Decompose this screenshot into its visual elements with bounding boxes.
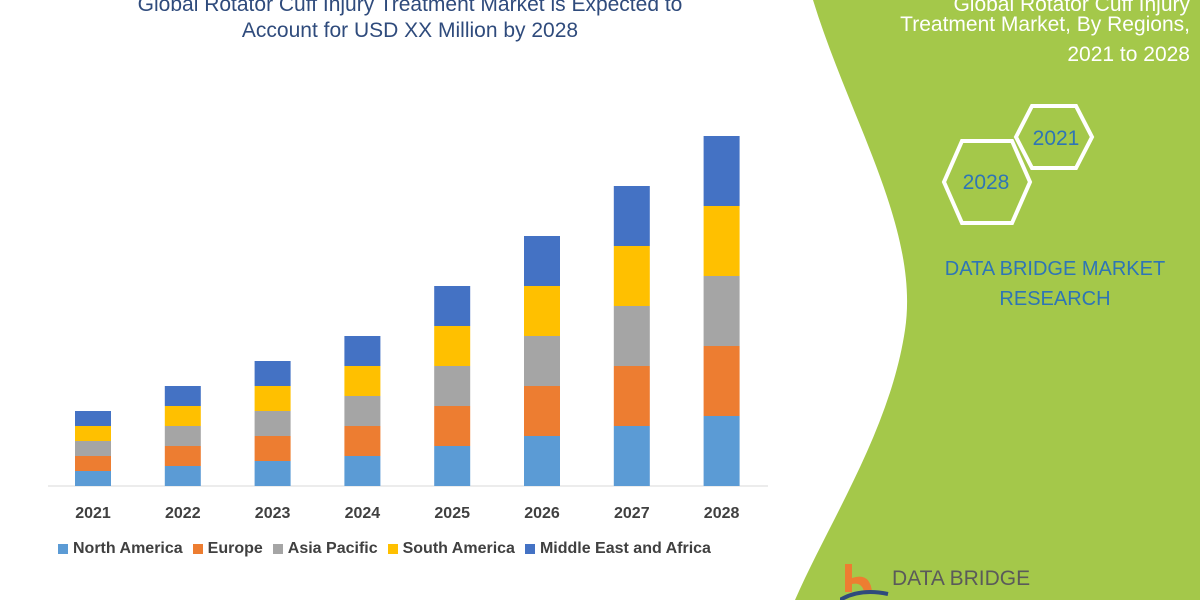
legend-label: Europe: [207, 540, 263, 557]
bar-2026-asia-pacific: [524, 336, 560, 386]
bar-2022-middle-east-and-africa: [164, 386, 201, 406]
bar-2027-asia-pacific: [613, 306, 650, 366]
bar-2025-europe: [434, 406, 471, 446]
bar-2027-europe: [613, 366, 650, 426]
bar-2023-middle-east-and-africa: [254, 361, 291, 386]
bar-2027-north-america: [613, 426, 650, 486]
x-tick-2022: 2022: [165, 505, 201, 522]
x-tick-2026: 2026: [524, 505, 560, 522]
bar-2026-middle-east-and-africa: [524, 236, 560, 286]
legend-label: South America: [402, 540, 515, 557]
hexagon-2028: [941, 139, 1033, 225]
x-tick-2024: 2024: [345, 505, 381, 522]
bar-2028-north-america: [703, 416, 740, 486]
side-title-line-2: Treatment Market, By Regions,: [900, 13, 1190, 36]
bar-2022-north-america: [164, 466, 201, 486]
legend-item: North America: [58, 540, 183, 558]
x-tick-2025: 2025: [434, 505, 470, 522]
hex-label-2028: 2028: [963, 171, 1010, 194]
brand-line-1: DATA BRIDGE MARKET: [944, 258, 1166, 280]
bar-2022-europe: [164, 446, 201, 466]
bar-2028-europe: [703, 346, 740, 416]
bars: [75, 136, 740, 486]
brand-text: DATA BRIDGE MARKET RESEARCH: [915, 254, 1195, 314]
bar-2027-south-america: [613, 246, 650, 306]
bar-2023-asia-pacific: [254, 411, 291, 436]
bar-2026-europe: [524, 386, 560, 436]
logo-text: DATA BRIDGE: [892, 567, 1031, 590]
bar-2024-south-america: [344, 366, 381, 396]
bar-2021-south-america: [75, 426, 111, 441]
bar-2022-south-america: [164, 406, 201, 426]
legend-label: Middle East and Africa: [539, 540, 711, 557]
x-tick-2021: 2021: [75, 505, 111, 522]
legend-label: North America: [73, 540, 183, 557]
bar-2028-asia-pacific: [703, 276, 740, 346]
bar-2021-europe: [75, 456, 111, 471]
side-title-line-3: 2021 to 2028: [1067, 43, 1190, 66]
chart-title-line-1: Global Rotator Cuff Injury Treatment Mar…: [137, 0, 683, 16]
bar-2025-north-america: [434, 446, 471, 486]
data-bridge-logo-icon: [840, 564, 889, 600]
bar-2025-asia-pacific: [434, 366, 471, 406]
bar-2027-middle-east-and-africa: [613, 186, 650, 246]
x-tick-2028: 2028: [704, 505, 740, 522]
legend-label: Asia Pacific: [287, 540, 378, 557]
side-title-line-1: Global Rotator Cuff Injury: [953, 0, 1190, 16]
chart-title-line-2: Account for USD XX Million by 2028: [241, 19, 579, 42]
bar-2028-middle-east-and-africa: [703, 136, 740, 206]
legend-item: South America: [387, 540, 515, 558]
legend-item: Europe: [192, 540, 263, 558]
legend-item: Middle East and Africa: [524, 540, 711, 558]
hexagon-2021: [1013, 104, 1095, 170]
bar-2021-north-america: [75, 471, 111, 486]
bar-2021-middle-east-and-africa: [75, 411, 111, 426]
bar-2024-middle-east-and-africa: [344, 336, 381, 366]
bar-2024-north-america: [344, 456, 381, 486]
bar-2023-south-america: [254, 386, 291, 411]
bar-2024-asia-pacific: [344, 396, 381, 426]
x-tick-2027: 2027: [614, 505, 650, 522]
bar-2021-asia-pacific: [75, 441, 111, 456]
legend: North America Europe Asia Pacific South Ame…: [58, 540, 711, 558]
legend-swatch: [272, 544, 283, 554]
bar-2025-middle-east-and-africa: [434, 286, 471, 326]
bar-2022-asia-pacific: [164, 426, 201, 446]
hex-label-2021: 2021: [1033, 127, 1080, 150]
bar-2026-south-america: [524, 286, 560, 336]
bar-2025-south-america: [434, 326, 471, 366]
year-hexagons: 2021 2028: [941, 104, 1095, 225]
brand-line-2: RESEARCH: [999, 288, 1111, 310]
legend-item: Asia Pacific: [272, 540, 378, 558]
green-side-panel: [795, 0, 1200, 600]
legend-swatch: [524, 544, 535, 554]
legend-swatch: [387, 544, 398, 554]
bar-2023-europe: [254, 436, 291, 461]
bar-2023-north-america: [254, 461, 291, 486]
bar-2024-europe: [344, 426, 381, 456]
x-tick-2023: 2023: [255, 505, 291, 522]
bar-2028-south-america: [703, 206, 740, 276]
bar-2026-north-america: [524, 436, 560, 486]
x-tick-labels: 2021 2022 2023 2024 2025 2026 2027 2028: [75, 505, 739, 522]
legend-swatch: [192, 544, 203, 554]
legend-swatch: [58, 544, 68, 554]
